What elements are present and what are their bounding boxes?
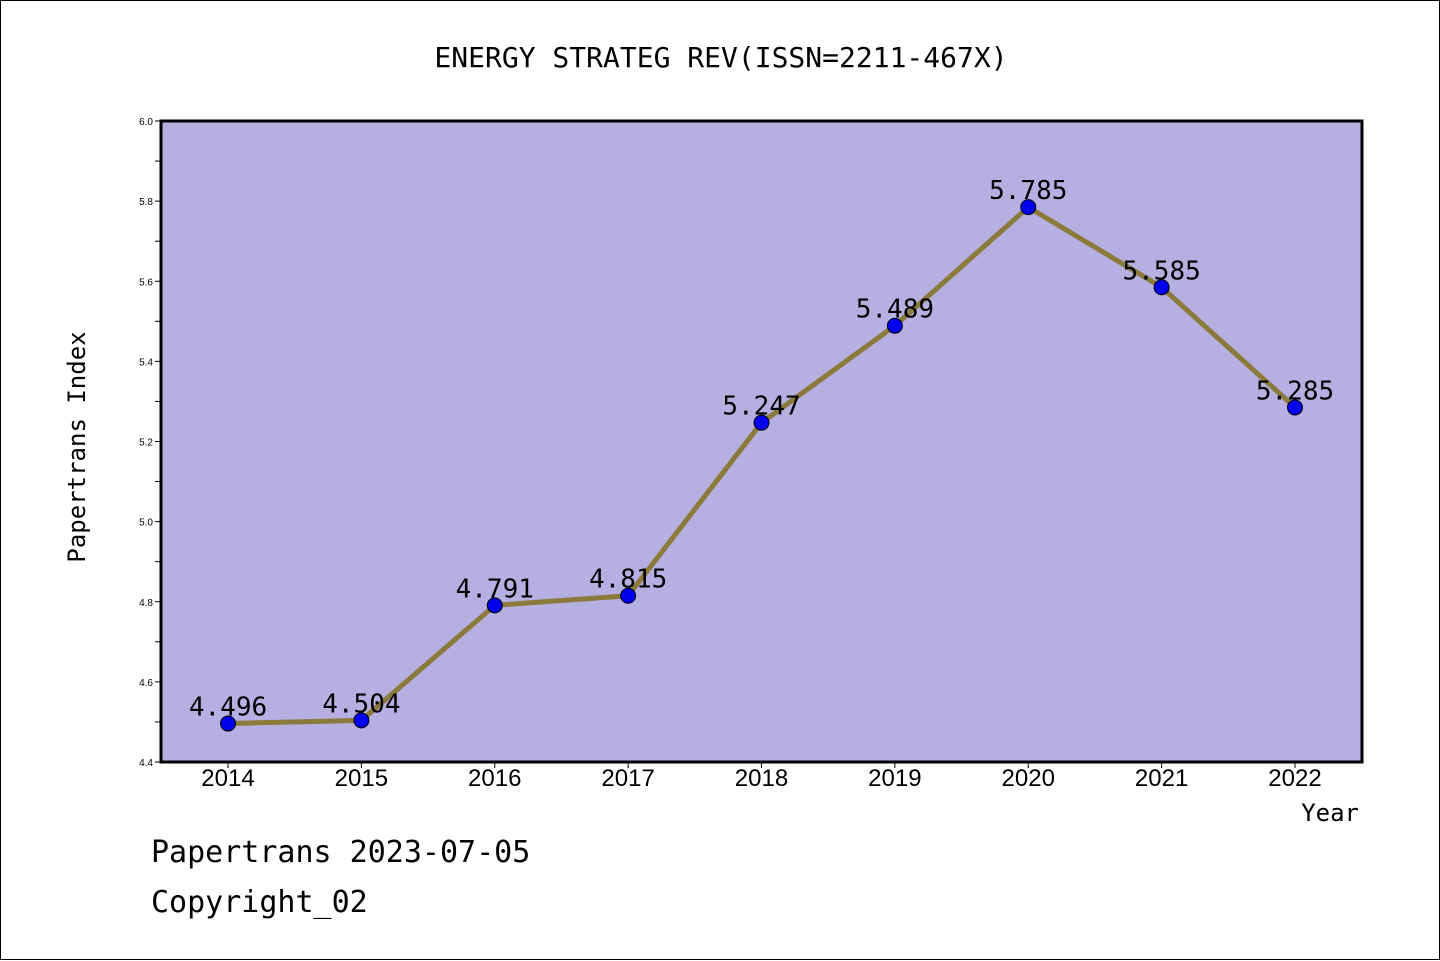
y-axis: 4.4 4.6 4.8 5.0 5.2 5.4 5.6 5.8 6.0 [139,117,161,769]
x-axis: 2014 2015 2016 2017 2018 2019 2020 2021 2022 [201,762,1322,792]
data-label: 5.489 [856,295,934,325]
data-point [1020,199,1037,216]
data-point [220,715,236,732]
data-label: 5.785 [989,176,1067,206]
x-tick-label: 2014 [201,765,254,792]
y-tick-label: 5.8 [139,197,153,208]
x-tick-label: 2018 [735,765,788,792]
footer-date-line: Papertrans 2023-07-05 [151,835,531,870]
plot-area [161,121,1362,762]
x-tick-label: 2022 [1268,765,1321,792]
data-point [486,597,503,614]
plot-border [159,119,1364,764]
data-label: 5.285 [1256,376,1334,406]
x-tick-label: 2017 [601,765,654,792]
x-tick-label: 2020 [1002,765,1055,792]
y-tick-label: 5.2 [139,438,153,449]
data-labels: 4.496 4.504 4.791 4.815 5.247 5.489 5.785 5.585… [189,176,1334,722]
x-tick-label: 2021 [1135,765,1188,792]
y-tick-label: 6.0 [139,117,153,128]
data-label: 4.504 [322,689,400,719]
y-tick-label: 5.4 [139,357,153,368]
data-point [353,712,370,729]
x-tick-label: 2015 [335,765,388,792]
y-axis-label: Papertrans Index [63,331,91,562]
x-tick-label: 2019 [868,765,921,792]
footer-copyright: Copyright_02 [151,885,368,920]
y-tick-label: 4.6 [139,678,153,689]
y-tick-label: 4.4 [139,758,153,769]
y-tick-label: 5.6 [139,277,153,288]
data-point [886,317,903,334]
data-label: 5.585 [1122,256,1200,286]
y-tick-label: 4.8 [139,598,153,609]
x-tick-label: 2016 [468,765,521,792]
data-points [220,199,1303,732]
data-label: 4.791 [456,574,534,604]
data-label: 4.496 [189,693,267,723]
data-point [1287,399,1303,416]
data-point [753,414,770,431]
x-axis-label: Year [1301,799,1359,827]
data-label: 4.815 [589,565,667,595]
data-label: 5.247 [722,392,800,422]
chart-title: ENERGY STRATEG REV(ISSN=2211-467X) [434,41,1007,74]
y-tick-label: 5.0 [139,518,153,529]
data-point [620,587,637,604]
data-point [1153,279,1170,296]
